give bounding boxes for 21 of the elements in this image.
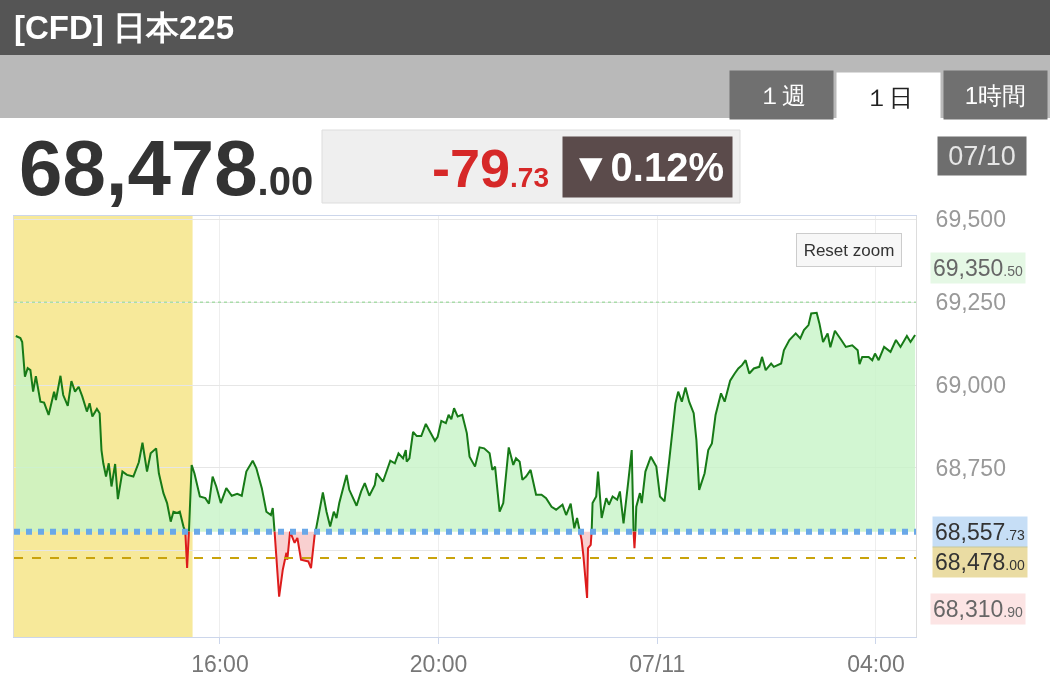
x-tick-label: 20:00: [409, 650, 468, 677]
text: １週: [757, 81, 806, 109]
text: 1時間: [964, 81, 1027, 109]
text: -79.73: [432, 138, 549, 198]
text: 68,478.00: [19, 124, 314, 212]
text: 69,350.50: [933, 255, 1024, 281]
y-tick-label: 69,500: [935, 206, 1006, 233]
y-tick-label: 69,250: [935, 289, 1006, 316]
text: ▼0.12%: [571, 145, 725, 189]
text: 68,310.90: [933, 596, 1024, 622]
annotation: Reset zoom: [803, 240, 895, 260]
y-tick-label: 69,000: [935, 372, 1006, 399]
ref-line-label: 68,557.73: [935, 519, 1026, 545]
text: １日: [864, 83, 913, 111]
chart-title: [CFD] 日本225: [14, 8, 235, 46]
text: 07/10: [948, 141, 1016, 171]
y-tick-label: 68,750: [935, 454, 1006, 481]
x-tick-label: 04:00: [847, 650, 905, 677]
x-tick-label: 16:00: [191, 650, 249, 677]
x-tick-label: 07/11: [629, 650, 686, 677]
ref-line-label: 68,478.00: [935, 549, 1026, 575]
